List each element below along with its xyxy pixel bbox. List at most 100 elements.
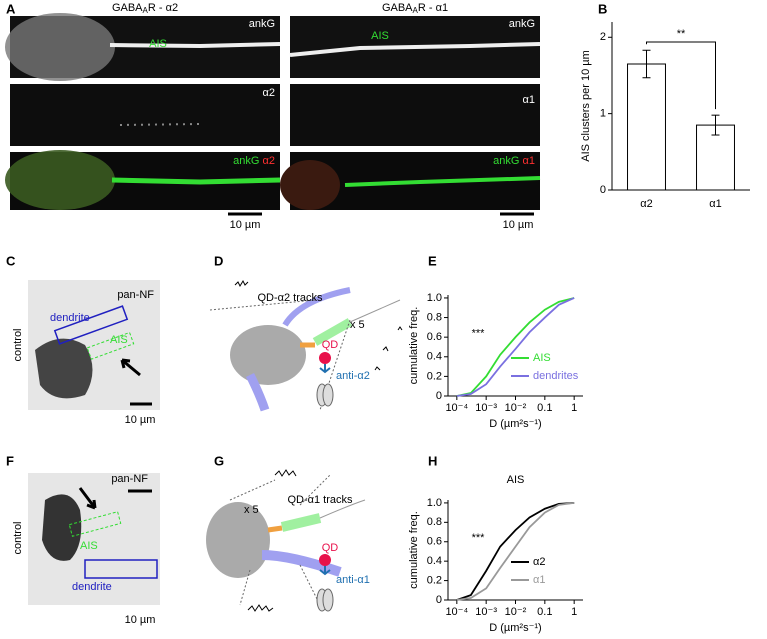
zoom-line — [229, 474, 331, 606]
dendrite — [245, 372, 270, 412]
micrograph — [290, 84, 540, 146]
ais-segment — [312, 318, 353, 346]
x-tick-label: 10⁻⁴ — [445, 606, 468, 618]
image-label: ankG — [249, 18, 275, 30]
y-tick-label: 0.4 — [427, 351, 442, 363]
dendrite-box — [53, 305, 129, 345]
scale-label: 10 µm — [125, 614, 156, 626]
y-tick-label: 0.2 — [427, 370, 442, 382]
series-line — [456, 297, 575, 397]
image-label: ankG α1 — [493, 155, 535, 167]
quantum-dot — [319, 352, 331, 364]
cell-body — [35, 338, 93, 399]
image-label: pan-NF — [111, 473, 148, 485]
image-label: α2 — [263, 87, 275, 99]
track — [247, 469, 297, 612]
panel-title: GABAAR - α1 — [382, 2, 448, 15]
image-label: AIS — [371, 30, 389, 42]
panel-letter: E — [428, 253, 437, 268]
x-tick-label: 0.1 — [537, 402, 552, 414]
y-tick-label: 0 — [600, 184, 606, 196]
y-tick-label: 0.8 — [427, 311, 442, 323]
bar — [627, 63, 666, 191]
axon — [111, 177, 281, 185]
ais-start — [267, 525, 283, 533]
zoom-label: x 5 — [244, 504, 259, 516]
antibody — [319, 566, 331, 576]
ais-box — [86, 331, 135, 360]
y-tick-label: 0.4 — [427, 555, 442, 567]
image-label: pan-NF — [117, 289, 154, 301]
x-tick-label: 10⁻² — [505, 606, 527, 618]
y-tick-label: 0.2 — [427, 574, 442, 586]
panel-title: GABAAR - α2 — [112, 2, 178, 15]
arrow — [120, 358, 141, 377]
micrograph-group: ankG AIS α1 ankG α1 10 µm — [280, 16, 541, 231]
panel-letter: H — [428, 453, 437, 468]
x-tick-label: 10⁻² — [505, 402, 527, 414]
arrow — [78, 487, 97, 510]
y-tick-label: 1.0 — [427, 292, 442, 304]
cell-body — [5, 150, 115, 210]
significance: *** — [472, 327, 486, 339]
x-tick-label: 10⁻³ — [475, 402, 497, 414]
legend-label: α1 — [533, 574, 545, 586]
y-tick-label: 0 — [436, 594, 442, 606]
chart-title: AIS — [507, 474, 525, 486]
condition-label: control — [12, 328, 24, 361]
x-tick-label: α1 — [709, 198, 721, 210]
diagram-title: QD-α2 tracks — [257, 292, 323, 304]
diagram-title: QD-α1 tracks — [287, 494, 353, 506]
receptor — [322, 588, 334, 612]
significance: *** — [472, 532, 486, 544]
quantum-dot — [319, 554, 331, 566]
soma — [206, 502, 270, 578]
diagram: QD-α1 tracks x 5 QD anti-α1 — [206, 469, 370, 612]
qd-label: QD — [322, 339, 339, 351]
dendrite — [261, 550, 342, 577]
qd-label: QD — [322, 542, 339, 554]
soma — [230, 325, 306, 385]
micrograph — [10, 84, 280, 146]
scale-label: 10 µm — [230, 219, 261, 231]
antibody-label: anti-α1 — [336, 574, 370, 586]
receptor — [322, 383, 334, 407]
antibody-label: anti-α2 — [336, 370, 370, 382]
image-label: ankG α2 — [233, 155, 275, 167]
axon — [319, 499, 366, 519]
y-tick-label: 0.6 — [427, 331, 442, 343]
dendrite — [282, 287, 351, 327]
image-label: ankG — [509, 18, 535, 30]
y-tick-label: 0.8 — [427, 516, 442, 528]
y-axis-label: AIS clusters per 10 µm — [580, 50, 592, 162]
micrograph-group: pan-NF dendrite AIS control 10 µm — [12, 280, 160, 426]
x-tick-label: 1 — [571, 606, 577, 618]
antibody — [319, 364, 331, 374]
condition-label: control — [12, 521, 24, 554]
significance: ** — [677, 28, 686, 40]
axon — [109, 42, 281, 49]
x-tick-label: 1 — [571, 402, 577, 414]
ais-segment — [280, 513, 322, 532]
axon — [344, 176, 541, 187]
cell-body — [42, 494, 82, 561]
y-tick-label: 0.6 — [427, 536, 442, 548]
series-line — [456, 502, 575, 601]
image-label: dendrite — [72, 581, 112, 593]
x-tick-label: 10⁻⁴ — [445, 402, 468, 414]
micrograph-group: ankG AIS α2 ankG α2 10 µm — [5, 13, 281, 231]
diagram: QD-α2 tracks x 5 QD anti-α2 — [209, 279, 403, 412]
scale-label: 10 µm — [125, 414, 156, 426]
panel-letter: D — [214, 253, 223, 268]
y-tick-label: 1.0 — [427, 497, 442, 509]
x-axis-label: D (µm²s⁻¹) — [489, 622, 541, 634]
x-tick-label: α2 — [640, 198, 652, 210]
image-label: AIS — [149, 38, 167, 50]
micrograph-group: pan-NF AIS dendrite control 10 µm — [12, 473, 160, 626]
image-label: AIS — [110, 334, 128, 346]
series-line — [456, 502, 575, 601]
scale-label: 10 µm — [503, 219, 534, 231]
panel-letter: G — [214, 453, 224, 468]
zoom-label: x 5 — [350, 319, 365, 331]
